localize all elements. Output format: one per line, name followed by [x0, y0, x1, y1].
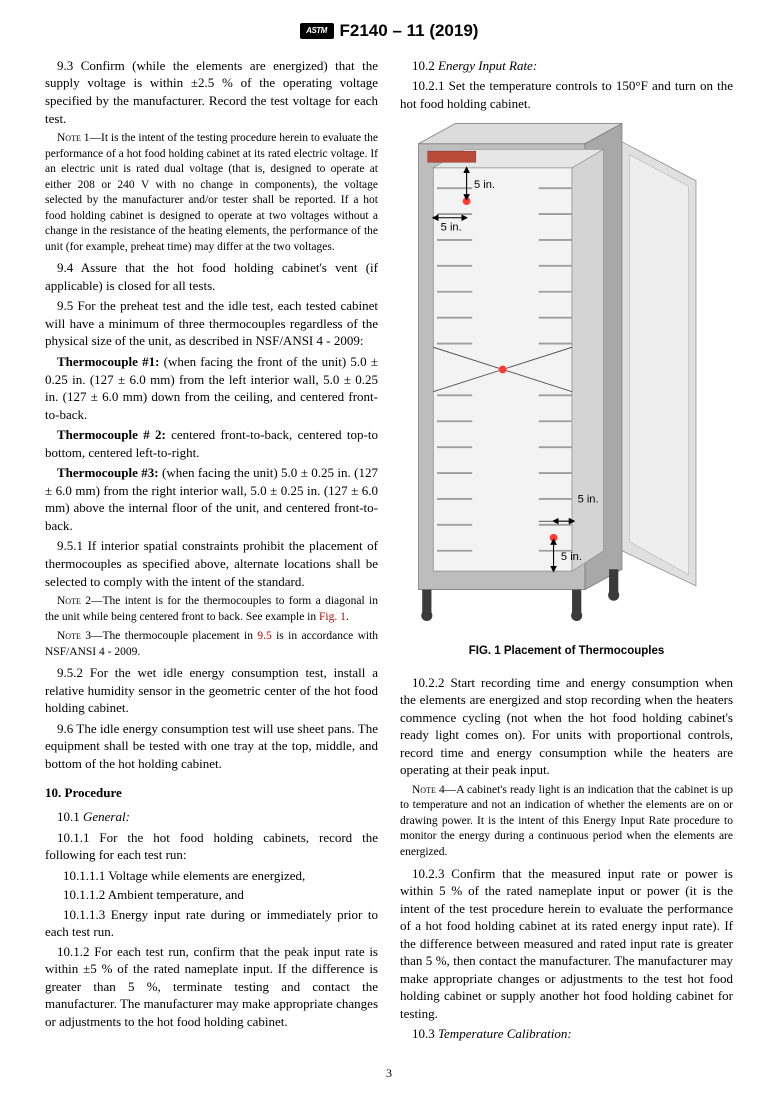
para-10-1: 10.1 General:: [45, 808, 378, 826]
para-9-4: 9.4 Assure that the hot food holding cab…: [45, 259, 378, 294]
note-1-label: Note 1—: [57, 132, 101, 144]
figure-1-svg: 5 in. 5 in. 5 in. 5 in.: [400, 116, 733, 634]
para-9-6: 9.6 The idle energy consumption test wil…: [45, 720, 378, 773]
note-3: Note 3—The thermocouple placement in 9.5…: [45, 629, 378, 660]
note-2-label: Note 2—: [57, 595, 102, 607]
para-10-3: 10.3 Temperature Calibration:: [400, 1025, 733, 1043]
para-10-1-1-1: 10.1.1.1 Voltage while elements are ener…: [45, 867, 378, 885]
p102-num: 10.2: [412, 58, 438, 73]
figure-1: 5 in. 5 in. 5 in. 5 in. FIG. 1 Placement…: [400, 116, 733, 660]
tc3-label: Thermocouple #3:: [57, 465, 159, 480]
para-10-1-1: 10.1.1 For the hot food holding cabinets…: [45, 829, 378, 864]
page-header: ASTM F2140 – 11 (2019): [45, 20, 733, 43]
dim-top-h: 5 in.: [441, 221, 462, 233]
para-10-1-1-3: 10.1.1.3 Energy input rate during or imm…: [45, 906, 378, 941]
dim-bot-h: 5 in.: [578, 493, 599, 505]
note-4-label: Note 4—: [412, 784, 456, 796]
para-9-5-2: 9.5.2 For the wet idle energy consumptio…: [45, 664, 378, 717]
note-2-end: .: [346, 611, 349, 623]
para-tc2: Thermocouple # 2: centered front-to-back…: [45, 426, 378, 461]
note-3-link: 9.5: [257, 630, 271, 642]
note-3-text-a: The thermocouple placement in: [103, 630, 258, 642]
para-10-2-2: 10.2.2 Start recording time and energy c…: [400, 674, 733, 779]
note-2-figref: Fig. 1: [319, 611, 346, 623]
dim-top-v: 5 in.: [474, 179, 495, 191]
p101-title: General:: [83, 809, 130, 824]
tc2-label: Thermocouple # 2:: [57, 427, 166, 442]
para-9-5-1: 9.5.1 If interior spatial constraints pr…: [45, 537, 378, 590]
note-1: Note 1—It is the intent of the testing p…: [45, 131, 378, 255]
note-4: Note 4—A cabinet's ready light is an ind…: [400, 783, 733, 861]
p103-title: Temperature Calibration:: [438, 1026, 572, 1041]
body-columns: 9.3 Confirm (while the elements are ener…: [45, 57, 733, 1043]
para-10-1-1-2: 10.1.1.2 Ambient temperature, and: [45, 886, 378, 904]
section-10-head: 10. Procedure: [45, 784, 378, 802]
para-9-3: 9.3 Confirm (while the elements are ener…: [45, 57, 378, 127]
para-9-5: 9.5 For the preheat test and the idle te…: [45, 297, 378, 350]
figure-1-caption: FIG. 1 Placement of Thermocouples: [400, 644, 733, 660]
tc1-label: Thermocouple #1:: [57, 354, 159, 369]
para-tc1: Thermocouple #1: (when facing the front …: [45, 353, 378, 423]
note-1-text: It is the intent of the testing procedur…: [45, 132, 378, 253]
astm-logo-icon: ASTM: [300, 23, 334, 39]
dim-bot-v: 5 in.: [561, 551, 582, 563]
para-10-2: 10.2 Energy Input Rate:: [400, 57, 733, 75]
note-3-label: Note 3—: [57, 630, 103, 642]
p102-title: Energy Input Rate:: [438, 58, 537, 73]
page-number: 3: [45, 1065, 733, 1081]
para-10-2-1: 10.2.1 Set the temperature controls to 1…: [400, 77, 733, 112]
para-10-2-3: 10.2.3 Confirm that the measured input r…: [400, 865, 733, 1023]
para-tc3: Thermocouple #3: (when facing the unit) …: [45, 464, 378, 534]
note-2: Note 2—The intent is for the thermocoupl…: [45, 594, 378, 625]
standard-number: F2140 – 11 (2019): [340, 20, 479, 43]
para-10-1-2: 10.1.2 For each test run, confirm that t…: [45, 943, 378, 1031]
p103-num: 10.3: [412, 1026, 438, 1041]
p101-num: 10.1: [57, 809, 83, 824]
